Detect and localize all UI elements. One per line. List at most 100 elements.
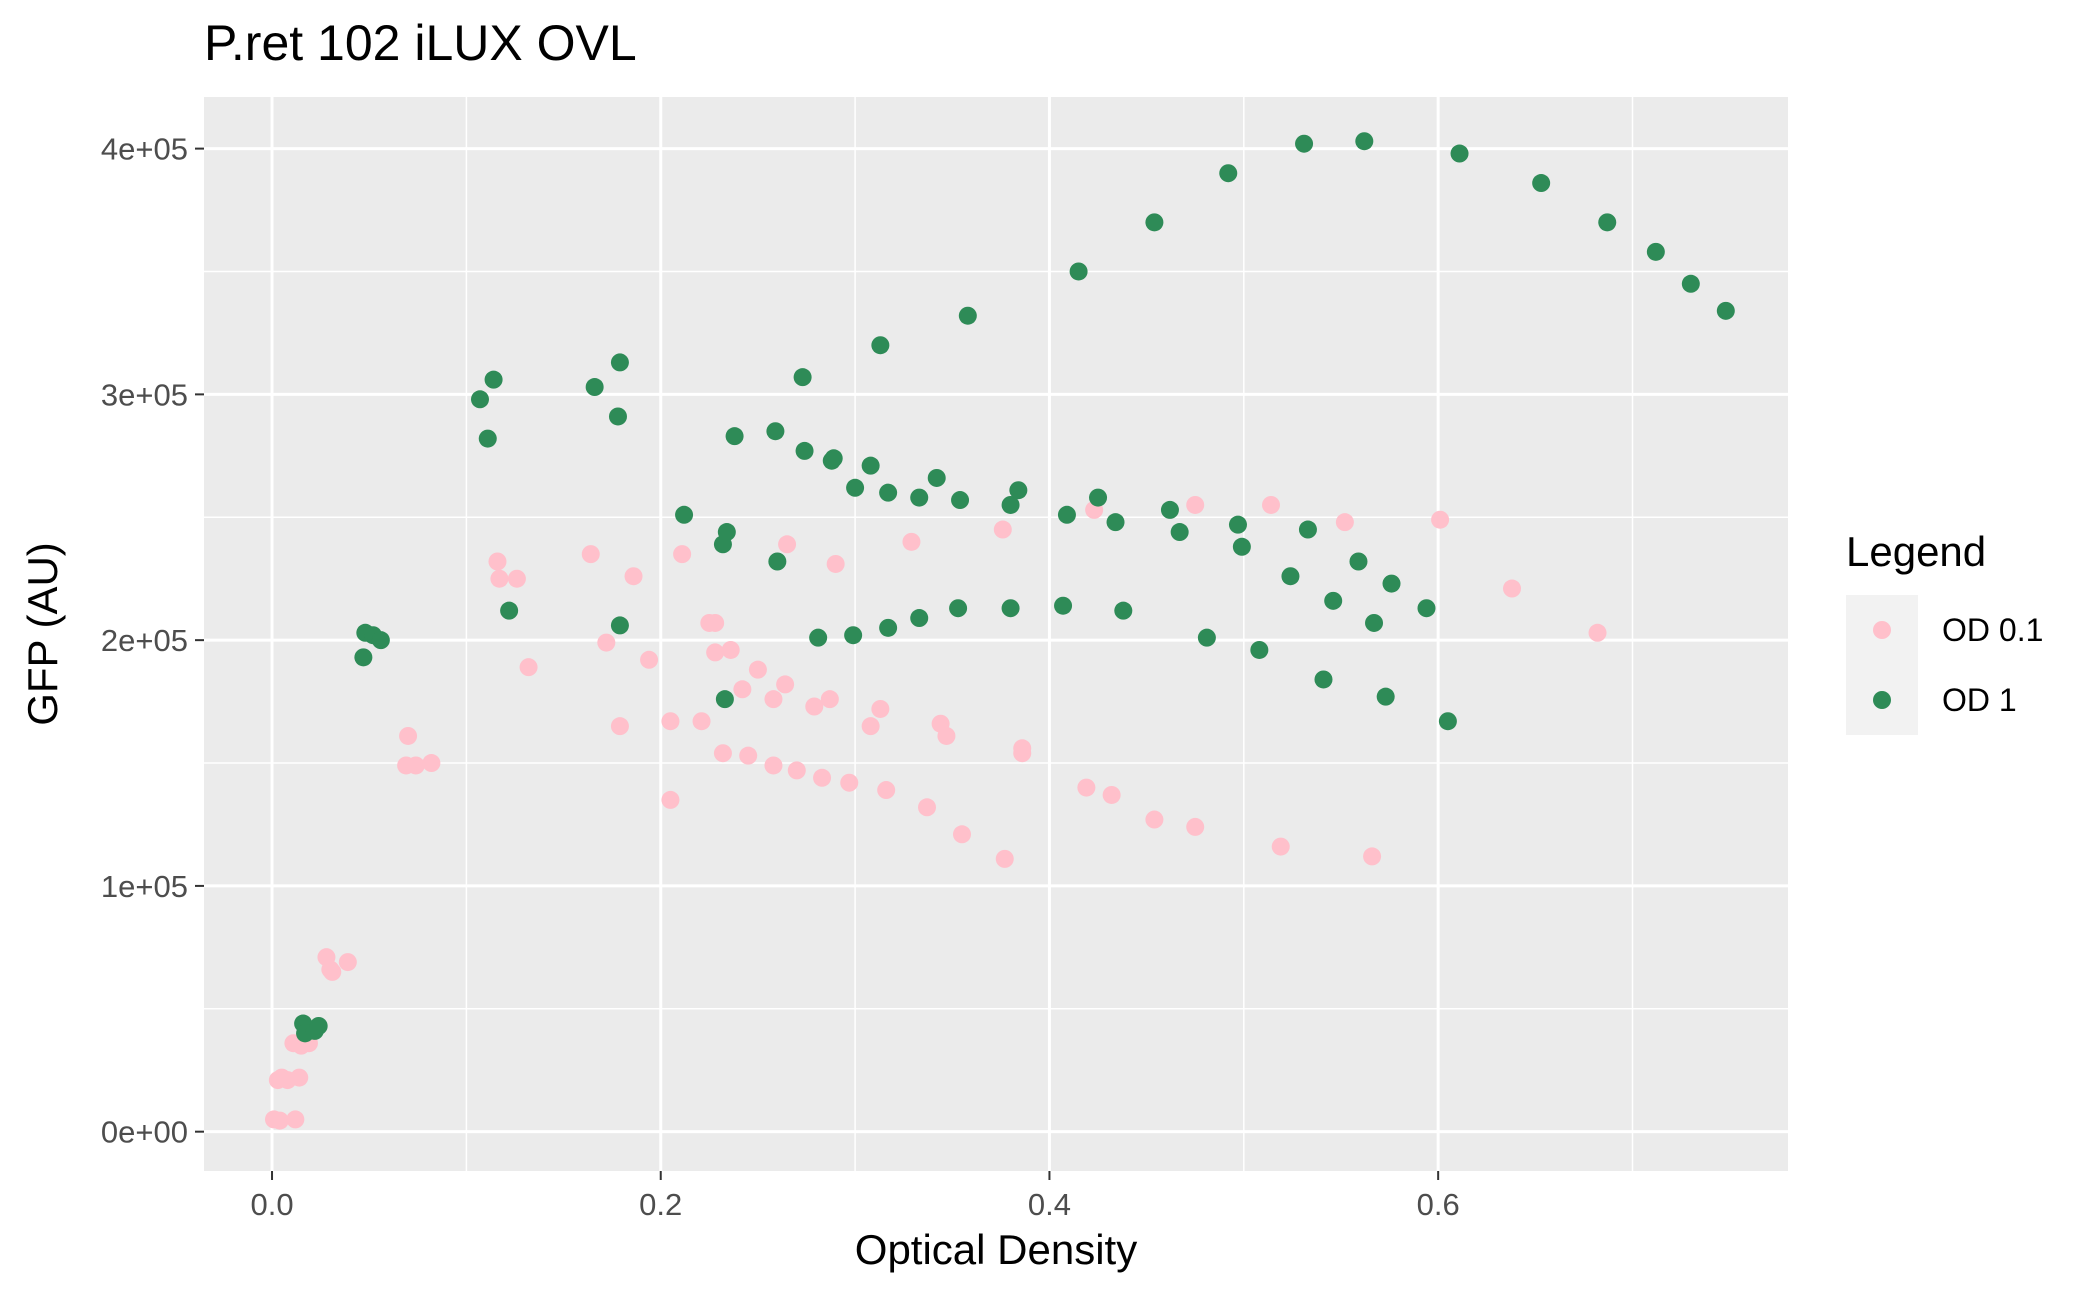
data-point: [610, 717, 629, 736]
data-point: [692, 712, 711, 731]
data-point: [1106, 513, 1125, 532]
data-point: [995, 849, 1014, 868]
data-point: [1681, 274, 1700, 293]
data-point: [399, 726, 418, 745]
data-point: [371, 631, 390, 650]
data-point: [640, 650, 659, 669]
data-point: [1232, 537, 1251, 556]
data-point: [1438, 712, 1457, 731]
data-point: [717, 523, 736, 542]
data-point: [490, 569, 509, 588]
data-point: [1365, 613, 1384, 632]
data-point: [406, 756, 425, 775]
legend-symbol: [1873, 691, 1891, 709]
x-tick-label: 0.4: [1028, 1187, 1071, 1222]
x-tick-label: 0.6: [1417, 1187, 1460, 1222]
data-point: [952, 825, 971, 844]
data-point: [1376, 687, 1395, 706]
data-point: [879, 618, 898, 637]
data-point: [608, 407, 627, 426]
y-tick-label: 4e+05: [101, 132, 188, 167]
data-point: [1077, 778, 1096, 797]
data-point: [1009, 481, 1028, 500]
data-point: [809, 628, 828, 647]
data-point: [1271, 837, 1290, 856]
data-point: [937, 726, 956, 745]
data-point: [1013, 739, 1032, 758]
data-point: [877, 781, 896, 800]
data-point: [1001, 495, 1020, 514]
data-point: [597, 633, 616, 652]
legend: Legend OD 0.1 OD 1: [1846, 528, 2043, 735]
legend-items: OD 0.1 OD 1: [1846, 595, 2043, 735]
x-axis-title: Optical Density: [855, 1226, 1137, 1273]
data-point: [500, 601, 519, 620]
data-point: [1716, 301, 1735, 320]
data-point: [1250, 640, 1269, 659]
chart-title: P.ret 102 iLUX OVL: [204, 15, 637, 71]
series-od-1: [294, 132, 1735, 1043]
data-point: [675, 505, 694, 524]
data-point: [1262, 495, 1281, 514]
data-point: [1335, 513, 1354, 532]
legend-title: Legend: [1846, 528, 1986, 575]
data-point: [871, 699, 890, 718]
data-point: [861, 717, 880, 736]
data-point: [739, 746, 758, 765]
data-point: [725, 427, 744, 446]
data-point: [764, 690, 783, 709]
data-point: [910, 609, 929, 628]
data-point: [354, 648, 373, 667]
y-tick-label: 2e+05: [101, 623, 188, 658]
data-point: [290, 1068, 309, 1087]
data-point: [519, 658, 538, 677]
data-point: [902, 532, 921, 551]
data-point: [795, 441, 814, 460]
data-point: [768, 552, 787, 571]
data-point: [958, 306, 977, 325]
data-point: [993, 520, 1012, 539]
data-point: [713, 744, 732, 763]
data-point: [776, 675, 795, 694]
plot-panel: [204, 97, 1788, 1171]
data-point: [721, 640, 740, 659]
data-point: [820, 690, 839, 709]
data-point: [661, 790, 680, 809]
legend-label: OD 1: [1942, 682, 2017, 718]
data-point: [1450, 144, 1469, 163]
data-point: [733, 680, 752, 699]
grid-lines: [204, 97, 1788, 1171]
data-point: [778, 535, 797, 554]
data-point: [1382, 574, 1401, 593]
data-point: [488, 552, 507, 571]
x-tick-label: 0.0: [250, 1187, 293, 1222]
data-point: [793, 368, 812, 387]
data-point: [1069, 262, 1088, 281]
data-point: [270, 1111, 289, 1130]
data-point: [861, 456, 880, 475]
data-point: [610, 353, 629, 372]
data-point: [824, 449, 843, 468]
data-point: [309, 1016, 328, 1035]
data-point: [1417, 599, 1436, 618]
data-point: [1598, 213, 1617, 232]
data-point: [1646, 242, 1665, 261]
data-point: [1314, 670, 1333, 689]
y-tick-label: 3e+05: [101, 377, 188, 412]
data-point: [478, 429, 497, 448]
data-point: [1145, 213, 1164, 232]
data-point: [844, 626, 863, 645]
data-point: [813, 768, 832, 787]
data-points: [264, 132, 1735, 1130]
y-axis: 0e+00 1e+05 2e+05 3e+05 4e+05: [101, 132, 204, 1150]
data-point: [323, 962, 342, 981]
data-point: [918, 798, 937, 817]
data-point: [764, 756, 783, 775]
legend-symbol: [1873, 621, 1891, 639]
data-point: [951, 491, 970, 510]
data-point: [1281, 567, 1300, 586]
data-point: [470, 390, 489, 409]
data-point: [826, 554, 845, 573]
data-point: [1431, 510, 1450, 529]
